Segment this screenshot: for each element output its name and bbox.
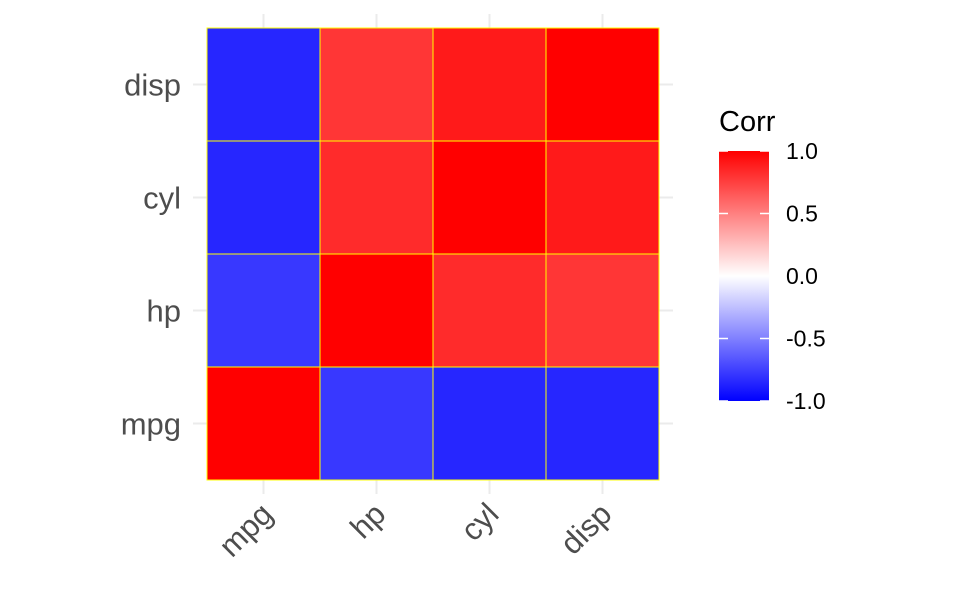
x-tick-label-hp: hp <box>343 496 392 545</box>
heatmap-tile-disp-hp <box>319 27 434 142</box>
heatmap-tile-cyl-disp <box>545 140 660 255</box>
legend-tick-label: 0.0 <box>786 263 818 289</box>
heatmap-tile-mpg-cyl <box>432 366 547 481</box>
heatmap-tile-mpg-mpg <box>206 366 321 481</box>
heatmap-tile-hp-hp <box>319 253 434 368</box>
heatmap-tile-mpg-hp <box>319 366 434 481</box>
legend-tick-label: -0.5 <box>786 326 826 352</box>
x-axis-labels: mpg hp cyl disp <box>212 496 618 563</box>
heatmap-tile-hp-cyl <box>432 253 547 368</box>
heatmap-tile-mpg-disp <box>545 366 660 481</box>
y-tick-label-disp: disp <box>124 68 181 103</box>
legend-tick-label: -1.0 <box>786 388 826 414</box>
heatmap-tile-disp-disp <box>545 27 660 142</box>
legend-tick-label: 0.5 <box>786 201 818 227</box>
y-axis-labels: mpg hp cyl disp <box>121 68 181 442</box>
x-tick-label-cyl: cyl <box>454 496 506 548</box>
legend-ticks: 1.0 0.5 0.0 -0.5 -1.0 <box>719 138 826 414</box>
heatmap-tile-disp-mpg <box>206 27 321 142</box>
heatmap-tile-cyl-cyl <box>432 140 547 255</box>
legend: Corr 1.0 0.5 0.0 -0.5 -1.0 <box>719 106 826 414</box>
y-tick-label-mpg: mpg <box>121 407 181 442</box>
heatmap-tiles <box>206 27 660 481</box>
x-tick-label-mpg: mpg <box>212 496 279 563</box>
heatmap-tile-cyl-hp <box>319 140 434 255</box>
heatmap-tile-hp-disp <box>545 253 660 368</box>
heatmap-tile-hp-mpg <box>206 253 321 368</box>
heatmap-tile-disp-cyl <box>432 27 547 142</box>
x-tick-label-disp: disp <box>553 496 618 561</box>
heatmap-tile-cyl-mpg <box>206 140 321 255</box>
y-tick-label-cyl: cyl <box>143 181 181 216</box>
legend-tick-label: 1.0 <box>786 138 818 164</box>
legend-title: Corr <box>719 106 776 138</box>
y-tick-label-hp: hp <box>147 294 181 329</box>
